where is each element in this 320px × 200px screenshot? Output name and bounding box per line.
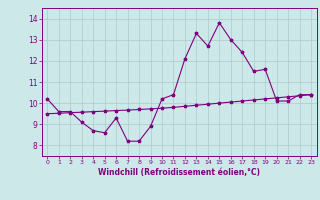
X-axis label: Windchill (Refroidissement éolien,°C): Windchill (Refroidissement éolien,°C): [98, 168, 260, 177]
